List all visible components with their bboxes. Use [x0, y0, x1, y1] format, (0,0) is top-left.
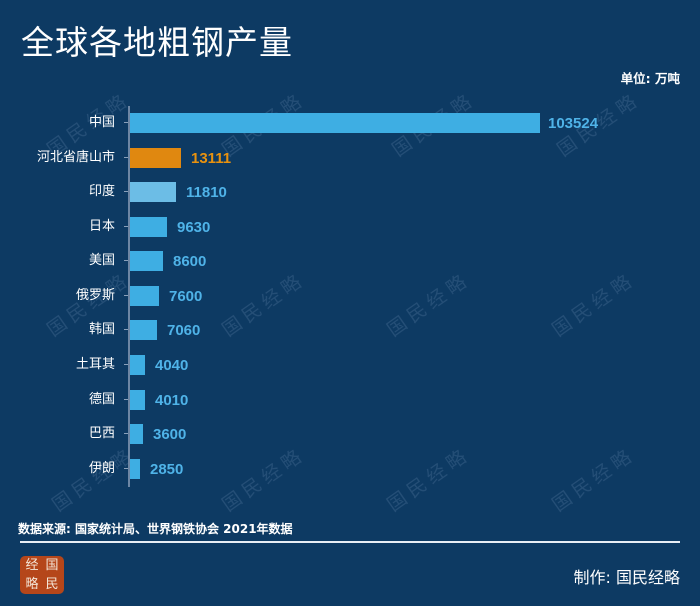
axis-tick — [124, 329, 128, 330]
axis-tick — [124, 468, 128, 469]
category-label: 巴西 — [88, 426, 115, 441]
axis-tick — [124, 364, 128, 365]
axis-tick — [124, 226, 128, 227]
category-label: 德国 — [88, 392, 115, 407]
bar-row-korea: 韩国 7060 — [0, 320, 700, 340]
chart-title: 全球各地粗钢产量 — [21, 23, 293, 62]
value-label: 13111 — [191, 150, 232, 167]
bar — [130, 251, 163, 271]
value-label: 11810 — [186, 184, 227, 201]
category-label: 中国 — [88, 115, 115, 130]
bar-row-brazil: 巴西 3600 — [0, 424, 700, 444]
value-label: 9630 — [177, 219, 211, 236]
category-label: 土耳其 — [75, 357, 115, 372]
bar — [130, 390, 145, 410]
value-label: 2850 — [150, 461, 184, 478]
axis-tick — [124, 433, 128, 434]
bar — [130, 182, 176, 202]
value-label: 103524 — [548, 115, 599, 132]
axis-tick — [124, 399, 128, 400]
value-label: 3600 — [153, 426, 187, 443]
bar — [130, 286, 159, 306]
logo-char: 民 — [45, 577, 59, 592]
brand-logo: 经 国 略 民 — [20, 556, 64, 594]
axis-tick — [124, 191, 128, 192]
bar-row-tangshan: 河北省唐山市 13111 — [0, 148, 700, 168]
axis-tick — [124, 122, 128, 123]
category-label: 河北省唐山市 — [36, 150, 115, 165]
axis-tick — [124, 260, 128, 261]
bar-highlight — [130, 148, 181, 168]
footer-divider — [20, 541, 680, 543]
logo-char: 国 — [45, 558, 59, 573]
axis-tick — [124, 157, 128, 158]
bar-row-russia: 俄罗斯 7600 — [0, 286, 700, 306]
unit-label: 单位: 万吨 — [620, 71, 680, 86]
value-label: 7060 — [167, 322, 201, 339]
value-label: 7600 — [169, 288, 203, 305]
category-label: 俄罗斯 — [75, 288, 115, 303]
bar-row-usa: 美国 8600 — [0, 251, 700, 271]
value-label: 4040 — [155, 357, 189, 374]
bar-row-india: 印度 11810 — [0, 182, 700, 202]
bar — [130, 113, 540, 133]
category-label: 伊朗 — [88, 461, 115, 476]
bar-row-iran: 伊朗 2850 — [0, 459, 700, 479]
category-label: 日本 — [88, 219, 115, 234]
axis-tick — [124, 295, 128, 296]
value-label: 4010 — [155, 392, 189, 409]
bar-row-germany: 德国 4010 — [0, 390, 700, 410]
data-source-note: 数据来源: 国家统计局、世界钢铁协会 2021年数据 — [18, 522, 293, 536]
bar-row-turkey: 土耳其 4040 — [0, 355, 700, 375]
logo-char: 略 — [25, 577, 39, 592]
bar — [130, 217, 167, 237]
credit-label: 制作: 国民经略 — [573, 568, 680, 587]
category-label: 韩国 — [88, 322, 115, 337]
logo-char: 经 — [25, 558, 39, 573]
category-label: 印度 — [88, 184, 115, 199]
bar-row-japan: 日本 9630 — [0, 217, 700, 237]
value-label: 8600 — [173, 253, 207, 270]
bar — [130, 459, 140, 479]
y-axis-line — [128, 106, 130, 487]
bar — [130, 355, 145, 375]
bar — [130, 424, 143, 444]
bar — [130, 320, 157, 340]
category-label: 美国 — [88, 253, 115, 268]
bar-row-china: 中国 103524 — [0, 113, 700, 133]
